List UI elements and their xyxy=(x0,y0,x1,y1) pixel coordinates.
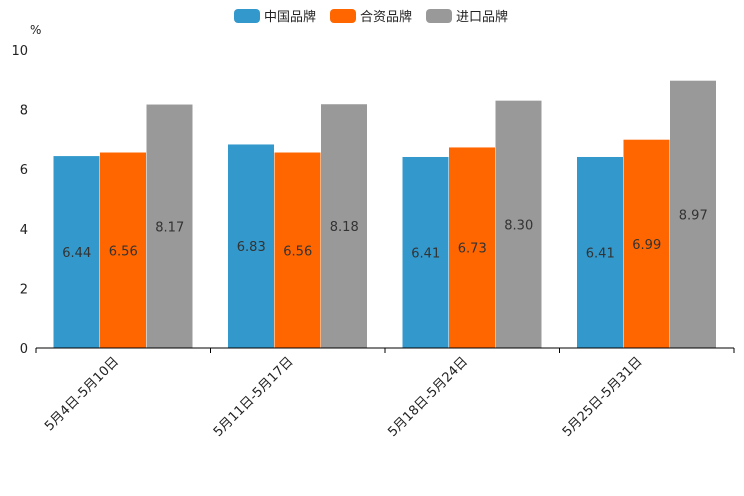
bar-value-label: 8.30 xyxy=(504,218,533,233)
bar xyxy=(100,152,146,348)
legend-label: 中国品牌 xyxy=(264,9,316,25)
legend-swatch xyxy=(234,9,260,23)
legend-swatch xyxy=(426,9,452,23)
y-axis-unit-label: % xyxy=(30,23,41,37)
y-tick-label: 10 xyxy=(11,44,28,59)
legend-label: 进口品牌 xyxy=(456,9,508,25)
y-tick-label: 8 xyxy=(20,104,28,119)
y-tick-label: 2 xyxy=(20,282,28,297)
bar xyxy=(623,139,670,348)
bar-value-label: 8.97 xyxy=(679,208,708,223)
y-tick-label: 6 xyxy=(20,163,28,178)
bar xyxy=(274,152,321,348)
bar xyxy=(53,156,100,348)
bar xyxy=(402,156,449,348)
bar-value-label: 6.41 xyxy=(586,246,615,261)
bar-value-label: 6.73 xyxy=(458,242,487,257)
x-category-label: 5月18日-5月24日 xyxy=(385,354,471,440)
x-category-label: 5月25日-5月31日 xyxy=(560,354,646,440)
legend-label: 合资品牌 xyxy=(360,9,412,25)
x-axis-ticks: 5月4日-5月10日 5月11日-5月17日 5月18日-5月24日 5月25日-5月… xyxy=(35,348,735,440)
bar-value-label: 6.99 xyxy=(632,238,661,253)
y-axis-ticks: 0 2 4 6 8 10 xyxy=(11,44,28,357)
bar-value-label: 6.56 xyxy=(283,244,312,259)
bars: 6.44 6.56 8.17 6.83 6.56 8.18 6.41 6.73 8.30 6.41… xyxy=(53,80,716,349)
bar xyxy=(321,104,367,349)
x-category-label: 5月11日-5月17日 xyxy=(211,354,297,440)
bar-value-label: 6.56 xyxy=(109,244,138,259)
legend-swatch xyxy=(330,9,356,23)
legend-item[interactable]: 中国品牌 xyxy=(234,9,316,25)
bar-value-label: 6.44 xyxy=(62,246,91,261)
bar xyxy=(228,144,274,348)
y-tick-label: 0 xyxy=(20,342,28,357)
bar xyxy=(449,147,495,348)
bar-value-label: 6.41 xyxy=(411,246,440,261)
bar-value-label: 8.17 xyxy=(155,220,184,235)
bar xyxy=(495,100,542,348)
bar-value-label: 8.18 xyxy=(330,220,359,235)
legend-item[interactable]: 进口品牌 xyxy=(426,9,508,25)
y-tick-label: 4 xyxy=(20,223,28,238)
legend-item[interactable]: 合资品牌 xyxy=(330,9,412,25)
legend: 中国品牌 合资品牌 进口品牌 xyxy=(234,9,508,25)
bar xyxy=(670,80,716,348)
x-category-label: 5月4日-5月10日 xyxy=(42,354,122,434)
bar xyxy=(146,104,193,348)
bar xyxy=(577,156,623,348)
bar-value-label: 6.83 xyxy=(237,240,266,255)
